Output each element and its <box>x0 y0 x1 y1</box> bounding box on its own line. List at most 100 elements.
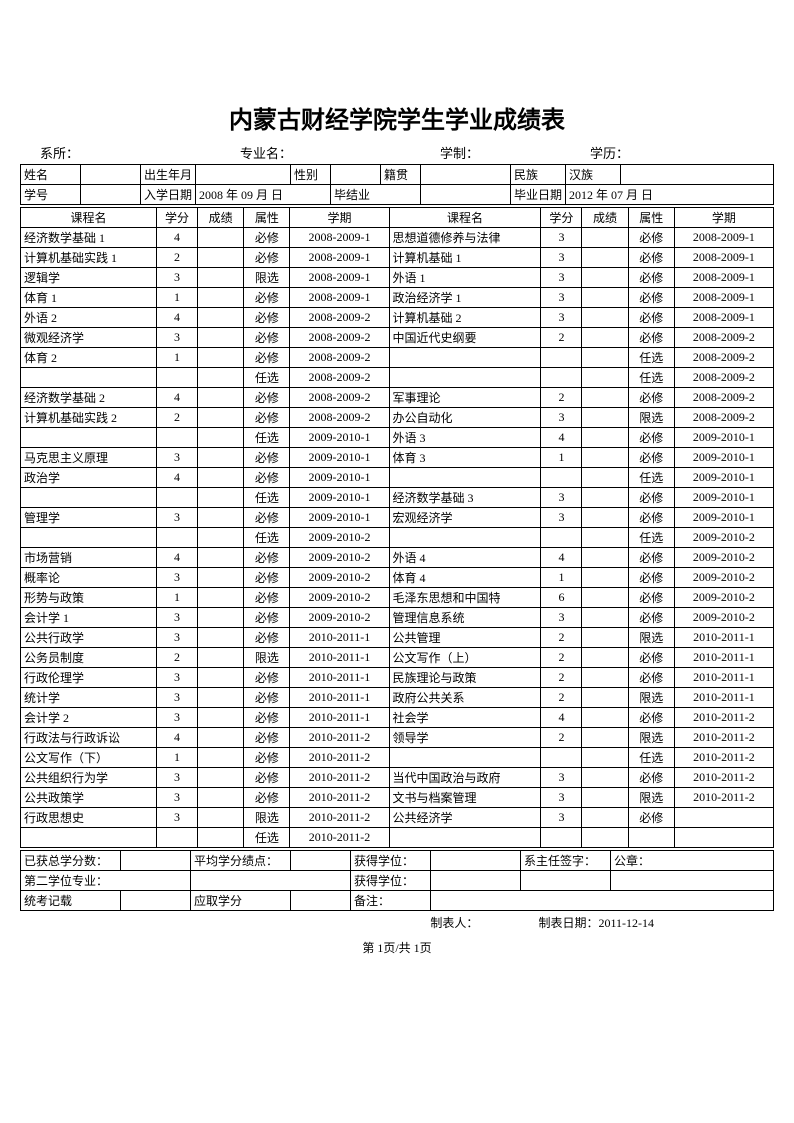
course-credit: 2 <box>157 648 198 668</box>
course-attr: 限选 <box>244 268 290 288</box>
course-attr: 必修 <box>628 588 674 608</box>
sid-label: 学号 <box>21 185 81 205</box>
course-credit: 1 <box>541 568 582 588</box>
course-grade <box>198 588 244 608</box>
course-term: 2008-2009-2 <box>290 368 389 388</box>
course-name <box>389 348 541 368</box>
summary-table: 已获总学分数： 平均学分绩点： 获得学位： 系主任签字： 公章： 第二学位专业：… <box>20 850 774 911</box>
course-grade <box>198 248 244 268</box>
course-term: 2010-2011-1 <box>290 648 389 668</box>
course-credit <box>541 528 582 548</box>
course-name: 公共组织行为学 <box>21 768 157 788</box>
course-credit: 3 <box>541 308 582 328</box>
course-row: 体育 21必修2008-2009-2任选2008-2009-2 <box>21 348 774 368</box>
course-name: 体育 4 <box>389 568 541 588</box>
course-credit: 3 <box>157 268 198 288</box>
course-credit <box>541 748 582 768</box>
course-name: 计算机基础实践 1 <box>21 248 157 268</box>
course-grade <box>582 368 628 388</box>
maker-label: 制表人： <box>430 914 478 931</box>
course-credit: 3 <box>541 288 582 308</box>
course-name: 经济数学基础 3 <box>389 488 541 508</box>
course-attr: 必修 <box>244 548 290 568</box>
course-credit: 2 <box>541 668 582 688</box>
course-attr: 必修 <box>244 628 290 648</box>
course-attr: 必修 <box>244 348 290 368</box>
course-attr: 必修 <box>628 328 674 348</box>
course-term: 2008-2009-2 <box>290 308 389 328</box>
course-name: 统计学 <box>21 688 157 708</box>
course-grade <box>582 748 628 768</box>
course-row: 马克思主义原理3必修2009-2010-1体育 31必修2009-2010-1 <box>21 448 774 468</box>
course-name: 政治学 <box>21 468 157 488</box>
course-grade <box>582 648 628 668</box>
page-number: 第 1页/共 1页 <box>20 939 774 956</box>
grad-label: 毕结业 <box>331 185 421 205</box>
course-credit <box>541 468 582 488</box>
course-term: 2008-2009-2 <box>674 388 773 408</box>
course-attr: 必修 <box>628 708 674 728</box>
course-name: 当代中国政治与政府 <box>389 768 541 788</box>
grad-date-label: 毕业日期 <box>511 185 566 205</box>
degree1-label: 获得学位： <box>351 851 431 871</box>
origin-label: 籍贯 <box>381 165 421 185</box>
course-credit: 1 <box>157 348 198 368</box>
page-title: 内蒙古财经学院学生学业成绩表 <box>20 100 774 135</box>
course-grade <box>582 488 628 508</box>
course-term: 2010-2011-2 <box>674 708 773 728</box>
course-term: 2009-2010-1 <box>674 468 773 488</box>
course-header-row: 课程名 学分 成绩 属性 学期 课程名 学分 成绩 属性 学期 <box>21 208 774 228</box>
course-grade <box>582 528 628 548</box>
course-credit: 3 <box>157 708 198 728</box>
course-attr: 必修 <box>628 228 674 248</box>
course-grade <box>198 228 244 248</box>
course-credit: 3 <box>157 568 198 588</box>
course-row: 外语 24必修2008-2009-2计算机基础 23必修2008-2009-1 <box>21 308 774 328</box>
course-grade <box>198 808 244 828</box>
course-row: 任选2009-2010-1外语 34必修2009-2010-1 <box>21 428 774 448</box>
course-credit: 3 <box>541 408 582 428</box>
course-credit: 2 <box>541 328 582 348</box>
course-credit: 3 <box>541 488 582 508</box>
footer-row: 制表人： 制表日期：2011-12-14 <box>20 914 774 931</box>
course-row: 行政伦理学3必修2010-2011-1民族理论与政策2必修2010-2011-1 <box>21 668 774 688</box>
course-term <box>674 828 773 848</box>
course-row: 公共政策学3必修2010-2011-2文书与档案管理3限选2010-2011-2 <box>21 788 774 808</box>
gender-label: 性别 <box>291 165 331 185</box>
course-name <box>389 468 541 488</box>
col-term-right: 学期 <box>674 208 773 228</box>
course-attr: 必修 <box>628 388 674 408</box>
course-credit: 4 <box>157 308 198 328</box>
course-credit: 2 <box>541 628 582 648</box>
course-grade <box>582 768 628 788</box>
course-credit: 1 <box>541 448 582 468</box>
course-credit: 4 <box>157 228 198 248</box>
course-grade <box>198 668 244 688</box>
course-term: 2009-2010-2 <box>290 588 389 608</box>
course-term: 2010-2011-1 <box>290 688 389 708</box>
course-credit <box>157 428 198 448</box>
course-term: 2008-2009-2 <box>674 348 773 368</box>
course-attr: 限选 <box>628 728 674 748</box>
course-name: 体育 1 <box>21 288 157 308</box>
course-name: 中国近代史纲要 <box>389 328 541 348</box>
course-row: 逻辑学3限选2008-2009-1外语 13必修2008-2009-1 <box>21 268 774 288</box>
course-name <box>21 528 157 548</box>
course-name: 公务员制度 <box>21 648 157 668</box>
course-grade <box>198 508 244 528</box>
course-name: 计算机基础 1 <box>389 248 541 268</box>
course-row: 会计学 23必修2010-2011-1社会学4必修2010-2011-2 <box>21 708 774 728</box>
course-name: 计算机基础 2 <box>389 308 541 328</box>
grad-value <box>421 185 511 205</box>
course-grade <box>582 428 628 448</box>
course-attr: 限选 <box>628 408 674 428</box>
course-row: 经济数学基础 14必修2008-2009-1思想道德修养与法律3必修2008-2… <box>21 228 774 248</box>
course-term: 2009-2010-1 <box>290 448 389 468</box>
course-attr: 必修 <box>244 228 290 248</box>
course-attr: 必修 <box>244 248 290 268</box>
course-name: 民族理论与政策 <box>389 668 541 688</box>
col-grade-right: 成绩 <box>582 208 628 228</box>
course-name: 计算机基础实践 2 <box>21 408 157 428</box>
avg-gpa-value <box>291 851 351 871</box>
course-term: 2010-2011-2 <box>290 808 389 828</box>
